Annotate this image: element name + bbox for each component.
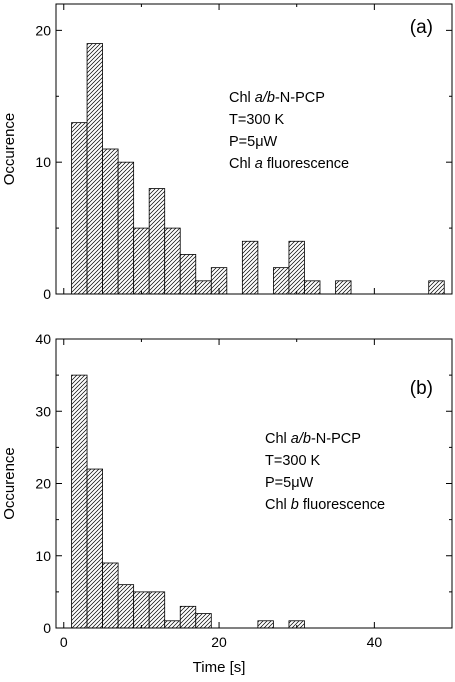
panel-b-frame xyxy=(55,338,453,629)
panel-a-annotation: Chl a/b-N-PCP T=300 K P=5μW Chl a fluore… xyxy=(229,90,349,172)
panel-b-bar xyxy=(179,605,197,629)
panel-a-annotation-line3: P=5μW xyxy=(229,134,278,150)
panel-a-y-tick-label: 20 xyxy=(35,22,51,38)
panel-a-bar xyxy=(164,227,181,295)
panel-b-ticks: 0 10 20 30 40 0 20 40 xyxy=(35,331,453,650)
panel-a-bar xyxy=(241,240,259,295)
panel-b: 0 10 20 30 40 0 20 40 Occurence Time [s] (b) Ch… xyxy=(1,331,453,676)
panel-a-label: (a) xyxy=(410,17,433,38)
panel-a-frame xyxy=(55,3,453,295)
panel-a-bar xyxy=(179,254,197,295)
panel-a-annotation-line2: T=300 K xyxy=(229,112,285,128)
panel-a-bar xyxy=(428,280,445,295)
panel-b-y-tick-label: 10 xyxy=(35,548,51,564)
panel-a-bar xyxy=(335,280,352,295)
panel-b-annotation-line2: T=300 K xyxy=(265,453,321,469)
panel-b-x-tick-label: 0 xyxy=(60,634,68,650)
panel-a-bar xyxy=(133,227,150,295)
panel-b-x-tick-label: 40 xyxy=(367,634,383,650)
panel-a-bar xyxy=(148,188,166,295)
panel-a-bar xyxy=(86,43,103,295)
panel-b-y-tick-label: 30 xyxy=(35,403,51,419)
panel-b-bars xyxy=(71,374,305,629)
panel-b-annotation-line1: Chl a/b-N-PCP xyxy=(265,431,361,447)
panel-a-bar xyxy=(71,122,88,295)
panel-a-bar xyxy=(102,148,119,295)
panel-b-bar xyxy=(102,562,119,629)
panel-b-bar xyxy=(164,620,181,629)
panel-a-bar xyxy=(195,280,212,295)
panel-b-annotation: Chl a/b-N-PCP T=300 K P=5μW Chl b fluore… xyxy=(265,431,385,513)
panel-b-annotation-line4: Chl b fluorescence xyxy=(265,497,385,513)
panel-b-bar xyxy=(195,613,212,629)
panel-b-bar xyxy=(133,591,150,629)
panel-a-bar xyxy=(273,267,290,295)
panel-b-y-tick-label: 20 xyxy=(35,476,51,492)
panel-a-y-axis-label: Occurence xyxy=(1,113,18,186)
panel-b-bar xyxy=(257,620,274,629)
panel-b-bar xyxy=(117,584,135,629)
panel-a-bars xyxy=(71,43,445,295)
panel-a-bar xyxy=(288,240,305,295)
panel-a-y-tick-label: 0 xyxy=(43,286,51,302)
x-axis-label: Time [s] xyxy=(193,659,246,676)
panel-b-y-tick-label: 40 xyxy=(35,331,51,347)
panel-b-y-axis-label: Occurence xyxy=(1,447,18,520)
panel-a: 0 10 20 Occurence (a) Chl a/b-N-PCP T=300 … xyxy=(1,3,453,302)
panel-a-ticks: 0 10 20 xyxy=(35,4,453,302)
panel-b-bar xyxy=(86,468,103,629)
panel-b-bar xyxy=(148,591,166,629)
panel-b-label: (b) xyxy=(410,378,433,399)
panel-b-y-tick-label: 0 xyxy=(43,620,51,636)
panel-a-annotation-line4: Chl a fluorescence xyxy=(229,156,349,172)
panel-b-annotation-line3: P=5μW xyxy=(265,475,314,491)
panel-a-annotation-line1: Chl a/b-N-PCP xyxy=(229,90,325,106)
panel-a-bar xyxy=(304,280,321,295)
panel-a-y-tick-label: 10 xyxy=(35,154,51,170)
panel-b-x-tick-label: 20 xyxy=(211,634,227,650)
panel-b-bar xyxy=(71,374,88,629)
panel-a-bar xyxy=(117,161,135,295)
